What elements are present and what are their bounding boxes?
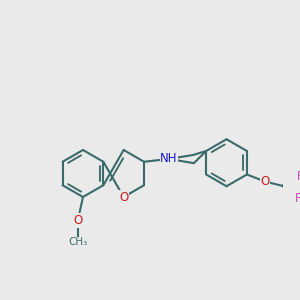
Text: NH: NH (160, 152, 178, 165)
Text: O: O (261, 175, 270, 188)
Text: CH₃: CH₃ (68, 237, 88, 247)
Text: O: O (119, 190, 128, 203)
Text: O: O (73, 214, 83, 227)
Text: F: F (297, 170, 300, 183)
Text: F: F (295, 192, 300, 205)
